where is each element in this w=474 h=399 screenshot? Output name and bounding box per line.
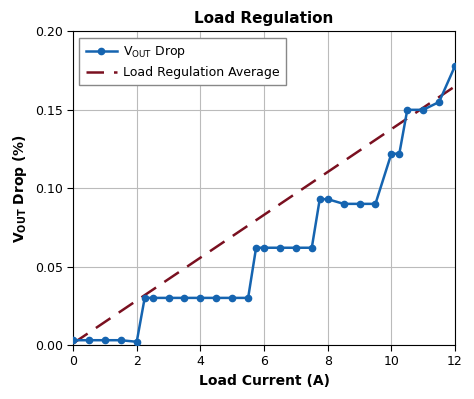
X-axis label: Load Current (A): Load Current (A) bbox=[199, 374, 329, 388]
Y-axis label: V$_\mathregular{OUT}$ Drop (%): V$_\mathregular{OUT}$ Drop (%) bbox=[11, 134, 29, 243]
Title: Load Regulation: Load Regulation bbox=[194, 11, 334, 26]
Legend: V$_\mathregular{OUT}$ Drop, Load Regulation Average: V$_\mathregular{OUT}$ Drop, Load Regulat… bbox=[79, 38, 286, 85]
